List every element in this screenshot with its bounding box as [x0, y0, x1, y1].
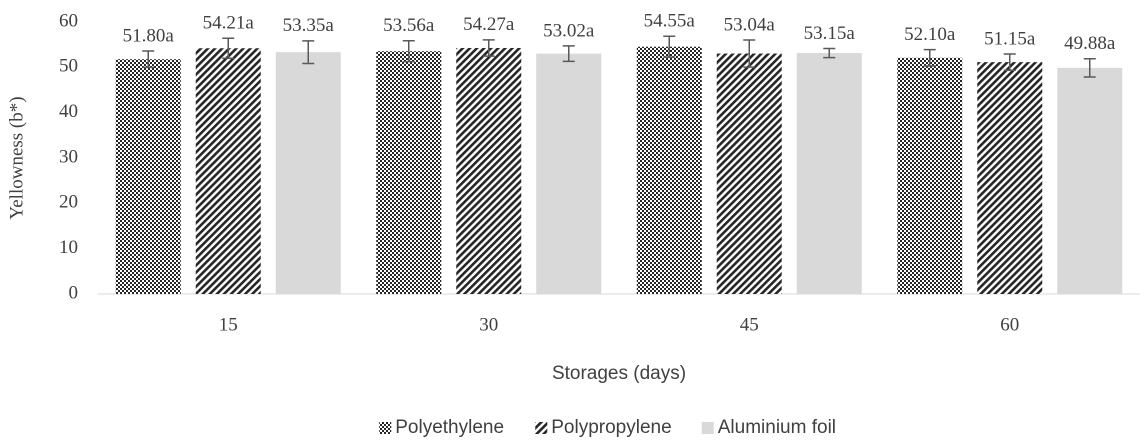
y-tick-label: 50: [59, 56, 78, 77]
bar: [897, 57, 963, 295]
data-label: 51.80a: [123, 25, 175, 46]
data-label: 54.27a: [463, 14, 515, 35]
error-bar: [1083, 58, 1096, 78]
legend-swatch: [535, 422, 548, 434]
x-axis-title: Storages (days): [552, 363, 686, 384]
error-bar: [222, 37, 235, 59]
x-tick-label: 60: [1000, 314, 1019, 335]
data-label: 52.10a: [904, 24, 956, 45]
bar: [456, 47, 522, 295]
legend-label: Aluminium foil: [718, 417, 836, 438]
data-label: 54.21a: [203, 13, 255, 34]
bar: [1057, 67, 1123, 294]
x-tick-label: 30: [479, 314, 498, 335]
data-label: 53.56a: [383, 15, 435, 36]
data-label: 49.88a: [1064, 33, 1116, 54]
error-bar: [562, 45, 575, 63]
error-bar: [142, 50, 155, 69]
error-bar: [302, 40, 315, 65]
data-label: 53.02a: [543, 20, 595, 41]
legend-label: Polypropylene: [551, 417, 671, 438]
y-tick-label: 20: [59, 192, 78, 213]
data-label: 51.15a: [984, 28, 1036, 49]
y-tick-label: 60: [59, 10, 78, 31]
bar: [376, 51, 442, 294]
error-bar: [663, 35, 676, 58]
legend-label: Polyethylene: [395, 417, 504, 438]
bar: [977, 62, 1043, 295]
y-tick-label: 40: [59, 101, 78, 122]
data-label: 53.15a: [804, 23, 856, 44]
y-axis-title: Yellowness (b*): [6, 96, 27, 219]
data-label: 53.04a: [724, 14, 776, 35]
error-bar: [482, 39, 495, 57]
bar: [195, 48, 261, 294]
error-bar: [1003, 53, 1016, 72]
error-bar: [743, 39, 756, 68]
error-bar: [402, 40, 415, 63]
bar: [115, 59, 181, 294]
bar: [536, 53, 602, 294]
x-tick-label: 15: [219, 314, 238, 335]
y-tick-label: 10: [59, 237, 78, 258]
error-bar: [823, 47, 836, 59]
bar: [796, 53, 862, 295]
error-bar: [923, 48, 936, 67]
legend: Polyethylene Polypropylene Aluminium foil: [379, 417, 836, 438]
bar: [636, 46, 702, 294]
y-tick-label: 30: [59, 146, 78, 167]
data-label: 53.35a: [283, 15, 335, 36]
y-tick-label: 0: [69, 282, 79, 303]
legend-swatch: [701, 422, 714, 434]
x-tick-label: 45: [740, 314, 759, 335]
bar: [275, 52, 341, 294]
data-label: 54.55a: [644, 11, 696, 32]
legend-swatch: [379, 422, 392, 434]
bar: [716, 53, 782, 294]
